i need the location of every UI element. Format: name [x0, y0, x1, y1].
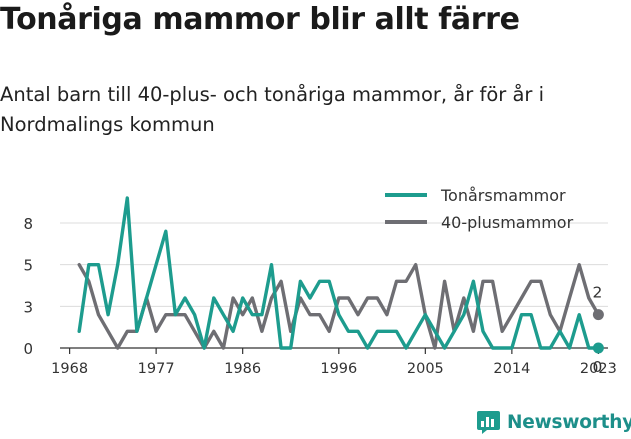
x-tick-label: 1996 — [320, 361, 357, 377]
brand: Newsworthy — [476, 408, 631, 436]
y-tick-label: 5 — [23, 257, 33, 275]
brand-name: Newsworthy — [507, 411, 631, 433]
end-label: 0 — [592, 358, 602, 376]
legend-label: 40-plusmammor — [441, 213, 574, 232]
end-labels: 02 — [592, 284, 602, 376]
x-tick-label: 1986 — [224, 361, 261, 377]
x-tick-label: 1968 — [51, 361, 88, 377]
bar-chart-bubble-icon — [477, 410, 500, 434]
y-tick-label: 8 — [23, 215, 33, 233]
x-tick-label: 2023 — [580, 361, 617, 377]
end-label: 2 — [592, 284, 602, 302]
x-tick-label: 2005 — [407, 361, 444, 377]
y-tick-label: 0 — [23, 340, 33, 358]
plot-area — [77, 196, 604, 354]
end-point — [592, 342, 604, 354]
legend: Tonårsmammor 40-plusmammor — [385, 186, 574, 232]
x-tick-label: 1977 — [138, 361, 175, 377]
y-tick-label: 3 — [23, 298, 33, 316]
end-point — [592, 309, 604, 321]
chart-title: Tonåriga mammor blir allt färre — [0, 2, 520, 37]
legend-label: Tonårsmammor — [440, 186, 566, 205]
chart-subtitle: Antal barn till 40-plus- och tonåriga ma… — [0, 83, 545, 136]
axes: 0 3 5 8 1968 1977 1986 1996 2005 2014 2023 — [23, 215, 616, 377]
x-tick-label: 2014 — [493, 361, 530, 377]
series-line-40-plusmammor — [77, 263, 601, 350]
series-line-tonarsmammor — [77, 196, 601, 350]
